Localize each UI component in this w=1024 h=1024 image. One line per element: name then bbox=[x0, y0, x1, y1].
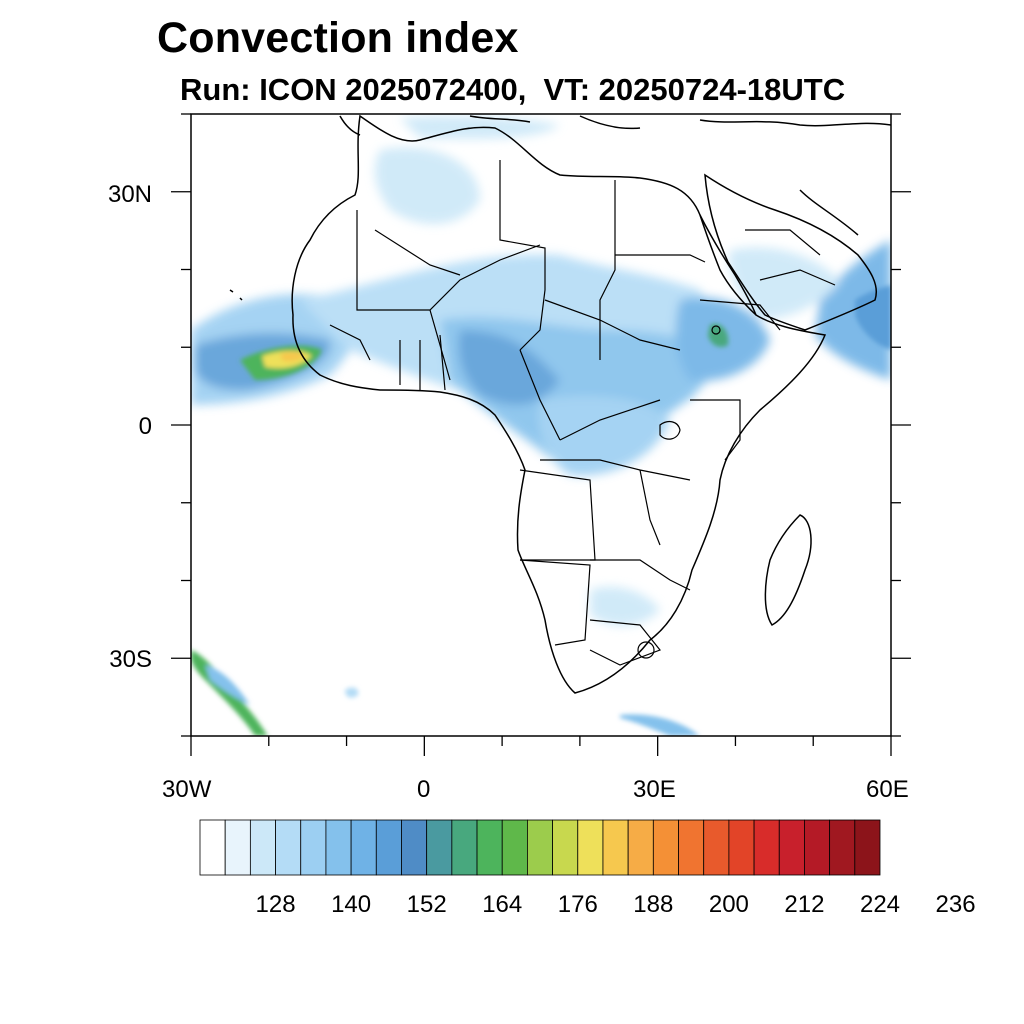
colorbar-swatch bbox=[552, 819, 579, 876]
lake-victoria bbox=[659, 420, 681, 440]
colorbar-swatch bbox=[728, 819, 755, 876]
colorbar-swatch bbox=[300, 819, 327, 876]
colorbar-tick-label: 188 bbox=[633, 891, 673, 918]
congo-convection bbox=[538, 396, 670, 476]
south-streak-1 bbox=[620, 714, 700, 736]
colorbar-swatch bbox=[753, 819, 780, 876]
cape-verde-islands bbox=[229, 289, 243, 301]
lon-label-60e: 60E bbox=[866, 776, 909, 803]
colorbar-tick-label: 200 bbox=[709, 891, 749, 918]
ethiopia-green bbox=[708, 323, 729, 347]
colorbar-tick-label: 176 bbox=[558, 891, 598, 918]
persian-gulf bbox=[799, 189, 859, 236]
colorbar-swatch bbox=[249, 819, 276, 876]
colorbar-swatch bbox=[325, 819, 352, 876]
colorbar-tick-label: 236 bbox=[936, 891, 976, 918]
colorbar-swatch bbox=[627, 819, 654, 876]
colorbar-swatch bbox=[199, 819, 226, 876]
lat-label-30s: 30S bbox=[109, 646, 152, 673]
colorbar-swatch bbox=[804, 819, 831, 876]
colorbar-swatch bbox=[476, 819, 503, 876]
lat-label-30n: 30N bbox=[107, 181, 152, 208]
lat-label-0: 0 bbox=[138, 413, 152, 440]
colorbar-swatch bbox=[224, 819, 251, 876]
madagascar bbox=[764, 514, 812, 626]
sahara-wisps bbox=[374, 147, 480, 224]
map-title: Convection index bbox=[157, 14, 519, 62]
country-borders bbox=[329, 160, 836, 666]
arabian-peninsula bbox=[704, 173, 877, 331]
colorbar-swatch bbox=[678, 819, 705, 876]
colorbar-swatch bbox=[401, 819, 428, 876]
map-subtitle: Run: ICON 2025072400, VT: 20250724-18UTC bbox=[180, 72, 846, 107]
lon-label-0: 0 bbox=[417, 776, 431, 803]
colorbar-swatch bbox=[426, 819, 453, 876]
colorbar-tick-label: 164 bbox=[482, 891, 522, 918]
lon-label-30w: 30W bbox=[162, 776, 212, 803]
arabia-light bbox=[729, 247, 840, 320]
colorbar-swatch bbox=[577, 819, 604, 876]
colorbar-tick-label: 140 bbox=[331, 891, 371, 918]
colorbar-swatch bbox=[501, 819, 528, 876]
colorbar-swatch bbox=[375, 819, 402, 876]
colorbar-swatch bbox=[451, 819, 478, 876]
africa-coastline bbox=[291, 114, 827, 694]
colorbar-swatch bbox=[652, 819, 679, 876]
colorbar-tick-label: 128 bbox=[256, 891, 296, 918]
south-streak-2 bbox=[345, 687, 359, 698]
colorbar-tick-label: 224 bbox=[860, 891, 900, 918]
colorbar-swatch bbox=[602, 819, 629, 876]
atlantic-plume-orange bbox=[280, 351, 305, 362]
colorbar-swatch bbox=[350, 819, 377, 876]
colorbar-swatch bbox=[778, 819, 805, 876]
colorbar-swatch bbox=[527, 819, 553, 876]
southern-africa-light bbox=[590, 586, 660, 626]
colorbar-tick-label: 152 bbox=[407, 891, 447, 918]
sw-atlantic-front-edge bbox=[205, 665, 250, 705]
iberia-europe bbox=[339, 115, 891, 136]
axis-ticks bbox=[171, 113, 911, 756]
lon-label-30e: 30E bbox=[633, 776, 676, 803]
colorbar-swatch bbox=[275, 819, 302, 876]
colorbar-swatch bbox=[829, 819, 856, 876]
lake-tana bbox=[711, 325, 721, 335]
colorbar-tick-label: 212 bbox=[784, 891, 824, 918]
arabian-sea-core bbox=[855, 285, 891, 350]
colorbar-swatch bbox=[703, 819, 730, 876]
colorbar-swatch bbox=[854, 819, 881, 876]
